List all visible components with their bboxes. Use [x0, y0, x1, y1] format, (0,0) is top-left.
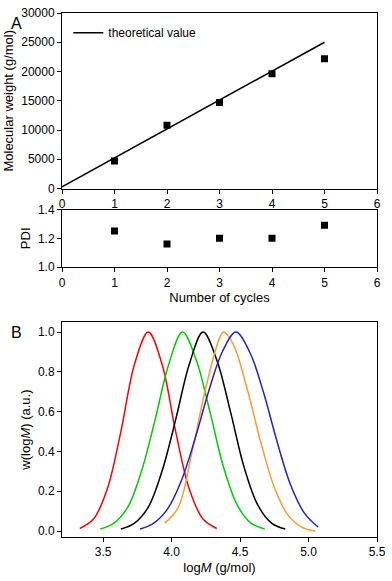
- svg-text:5: 5: [321, 197, 328, 211]
- svg-text:0: 0: [59, 197, 66, 211]
- svg-text:4: 4: [269, 276, 276, 290]
- svg-text:1.0: 1.0: [38, 325, 55, 339]
- svg-text:4: 4: [269, 197, 276, 211]
- svg-text:0: 0: [59, 276, 66, 290]
- svg-text:0.8: 0.8: [38, 365, 55, 379]
- svg-text:1: 1: [111, 276, 118, 290]
- svg-text:6: 6: [374, 197, 381, 211]
- svg-text:1: 1: [111, 197, 118, 211]
- svg-text:Molecular weight (g/mol): Molecular weight (g/mol): [1, 30, 16, 172]
- svg-text:5.5: 5.5: [369, 545, 386, 559]
- svg-text:5000: 5000: [28, 152, 55, 166]
- svg-text:3: 3: [216, 276, 223, 290]
- svg-text:4.0: 4.0: [163, 545, 180, 559]
- svg-text:B: B: [11, 324, 22, 341]
- svg-text:6: 6: [374, 276, 381, 290]
- svg-text:logM (g/mol): logM (g/mol): [183, 560, 255, 575]
- svg-text:1.0: 1.0: [38, 260, 55, 274]
- svg-text:2: 2: [164, 197, 171, 211]
- svg-text:10000: 10000: [21, 123, 55, 137]
- svg-text:4.5: 4.5: [232, 545, 249, 559]
- svg-text:1.2: 1.2: [38, 232, 55, 246]
- svg-text:w(logM) (a.u.): w(logM) (a.u.): [18, 389, 33, 470]
- svg-text:5.0: 5.0: [300, 545, 317, 559]
- svg-text:0.4: 0.4: [38, 445, 55, 459]
- svg-text:0.0: 0.0: [38, 524, 55, 538]
- svg-text:1.4: 1.4: [38, 203, 55, 217]
- svg-text:30000: 30000: [21, 6, 55, 20]
- svg-text:A: A: [11, 15, 22, 32]
- svg-text:PDI: PDI: [18, 227, 33, 249]
- svg-text:25000: 25000: [21, 35, 55, 49]
- svg-text:0.6: 0.6: [38, 405, 55, 419]
- svg-text:Number of cycles: Number of cycles: [169, 290, 270, 305]
- svg-text:2: 2: [164, 276, 171, 290]
- svg-text:0: 0: [48, 182, 55, 196]
- svg-text:3: 3: [216, 197, 223, 211]
- svg-text:theoretical value: theoretical value: [108, 26, 196, 40]
- svg-text:20000: 20000: [21, 65, 55, 79]
- svg-text:3.5: 3.5: [95, 545, 112, 559]
- svg-text:5: 5: [321, 276, 328, 290]
- svg-text:15000: 15000: [21, 94, 55, 108]
- svg-text:0.2: 0.2: [38, 484, 55, 498]
